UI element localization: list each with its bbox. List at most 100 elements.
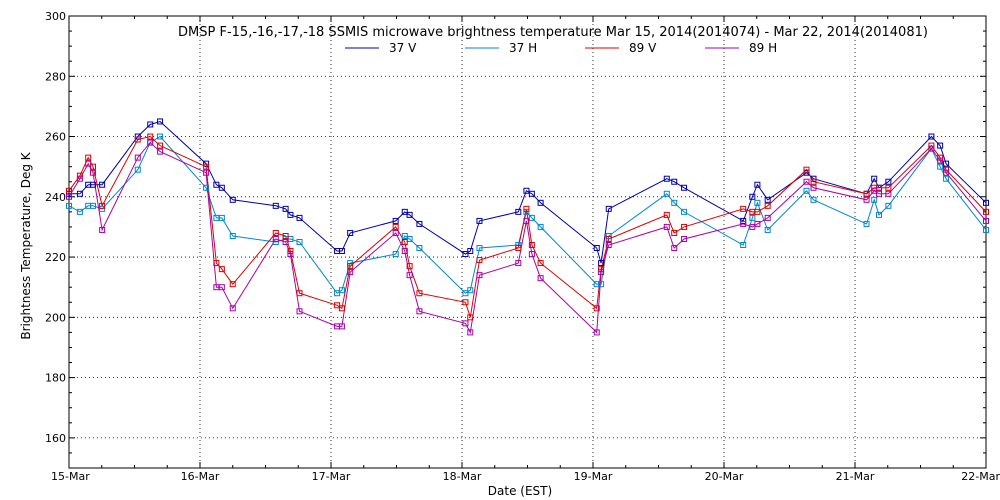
data-point — [287, 251, 294, 258]
data-point — [157, 142, 164, 149]
data-point — [515, 245, 522, 252]
data-point — [334, 290, 341, 297]
data-point — [229, 305, 236, 312]
data-point — [203, 169, 210, 176]
data-point — [593, 245, 600, 252]
data-point — [99, 202, 106, 209]
data-point — [99, 181, 106, 188]
y-tick-label: 220 — [45, 251, 66, 264]
data-point — [347, 263, 354, 270]
data-point — [943, 160, 950, 167]
data-point — [740, 242, 747, 249]
data-point — [347, 269, 354, 276]
data-point — [157, 133, 164, 140]
data-point — [749, 214, 756, 221]
y-tick-label: 280 — [45, 70, 66, 83]
data-point — [663, 223, 670, 230]
data-point — [287, 248, 294, 255]
data-point — [671, 199, 678, 206]
data-point — [863, 220, 870, 227]
data-point — [416, 220, 423, 227]
data-point — [282, 232, 289, 239]
data-point — [749, 223, 756, 230]
data-point — [885, 184, 892, 191]
data-point — [99, 205, 106, 212]
data-point — [937, 157, 944, 164]
data-point — [134, 154, 141, 161]
data-point — [863, 190, 870, 197]
data-point — [416, 245, 423, 252]
data-point — [392, 251, 399, 258]
data-point — [296, 290, 303, 297]
data-point — [467, 287, 474, 294]
data-point — [334, 302, 341, 309]
data-point — [467, 248, 474, 255]
data-point — [810, 184, 817, 191]
data-point — [885, 190, 892, 197]
data-point — [598, 266, 605, 273]
data-point — [147, 139, 154, 146]
data-point — [740, 205, 747, 212]
data-point — [671, 178, 678, 185]
data-point — [598, 281, 605, 288]
series-lines — [68, 120, 987, 334]
data-point — [983, 217, 989, 224]
data-point — [66, 193, 72, 200]
data-point — [338, 287, 345, 294]
chart-title: DMSP F-15,-16,-17,-18 SSMIS microwave br… — [178, 25, 928, 40]
data-point — [523, 187, 530, 194]
data-point — [76, 172, 83, 179]
data-point — [401, 248, 408, 255]
data-point — [90, 181, 97, 188]
data-point — [416, 308, 423, 315]
data-point — [476, 257, 483, 264]
data-point — [296, 308, 303, 315]
data-point — [392, 229, 399, 236]
data-point — [462, 320, 469, 327]
data-point — [749, 193, 756, 200]
data-point — [401, 239, 408, 245]
grid-lines — [69, 16, 986, 468]
x-tick-label: 18-Mar — [443, 470, 482, 483]
x-tick-label: 17-Mar — [312, 470, 351, 483]
data-point — [218, 266, 225, 273]
data-point — [528, 190, 535, 197]
data-point — [157, 148, 164, 155]
data-point — [681, 235, 688, 242]
data-point — [338, 323, 345, 330]
data-point — [272, 239, 279, 245]
data-point — [983, 199, 989, 206]
data-point — [885, 178, 892, 185]
data-point — [338, 305, 345, 312]
data-point — [983, 208, 989, 215]
data-point — [754, 220, 761, 227]
data-point — [863, 196, 870, 203]
x-tick-label: 16-Mar — [181, 470, 220, 483]
data-point — [671, 229, 678, 236]
data-point — [85, 160, 92, 167]
data-point — [943, 175, 950, 182]
data-point — [681, 184, 688, 191]
data-point — [528, 242, 535, 249]
data-point — [803, 178, 810, 185]
data-point — [218, 214, 225, 221]
data-point — [134, 166, 141, 173]
y-axis-label: Brightness Temperature, Deg K — [19, 151, 33, 339]
data-point — [605, 242, 612, 249]
x-tick-label: 20-Mar — [705, 470, 744, 483]
data-point — [515, 242, 522, 249]
data-point — [764, 196, 771, 203]
y-axis-ticks: 160 180 200 220 240 260 280 300 — [45, 10, 986, 454]
data-point — [663, 190, 670, 197]
data-point — [663, 211, 670, 218]
legend-label: 89 V — [629, 41, 657, 55]
y-tick-label: 180 — [45, 372, 66, 385]
data-point — [764, 214, 771, 221]
data-point — [937, 142, 944, 149]
data-point — [605, 205, 612, 212]
legend: 37 V 37 H 89 V 89 H — [345, 41, 777, 55]
data-point — [462, 299, 469, 306]
data-point — [272, 202, 279, 209]
data-point — [229, 196, 236, 203]
